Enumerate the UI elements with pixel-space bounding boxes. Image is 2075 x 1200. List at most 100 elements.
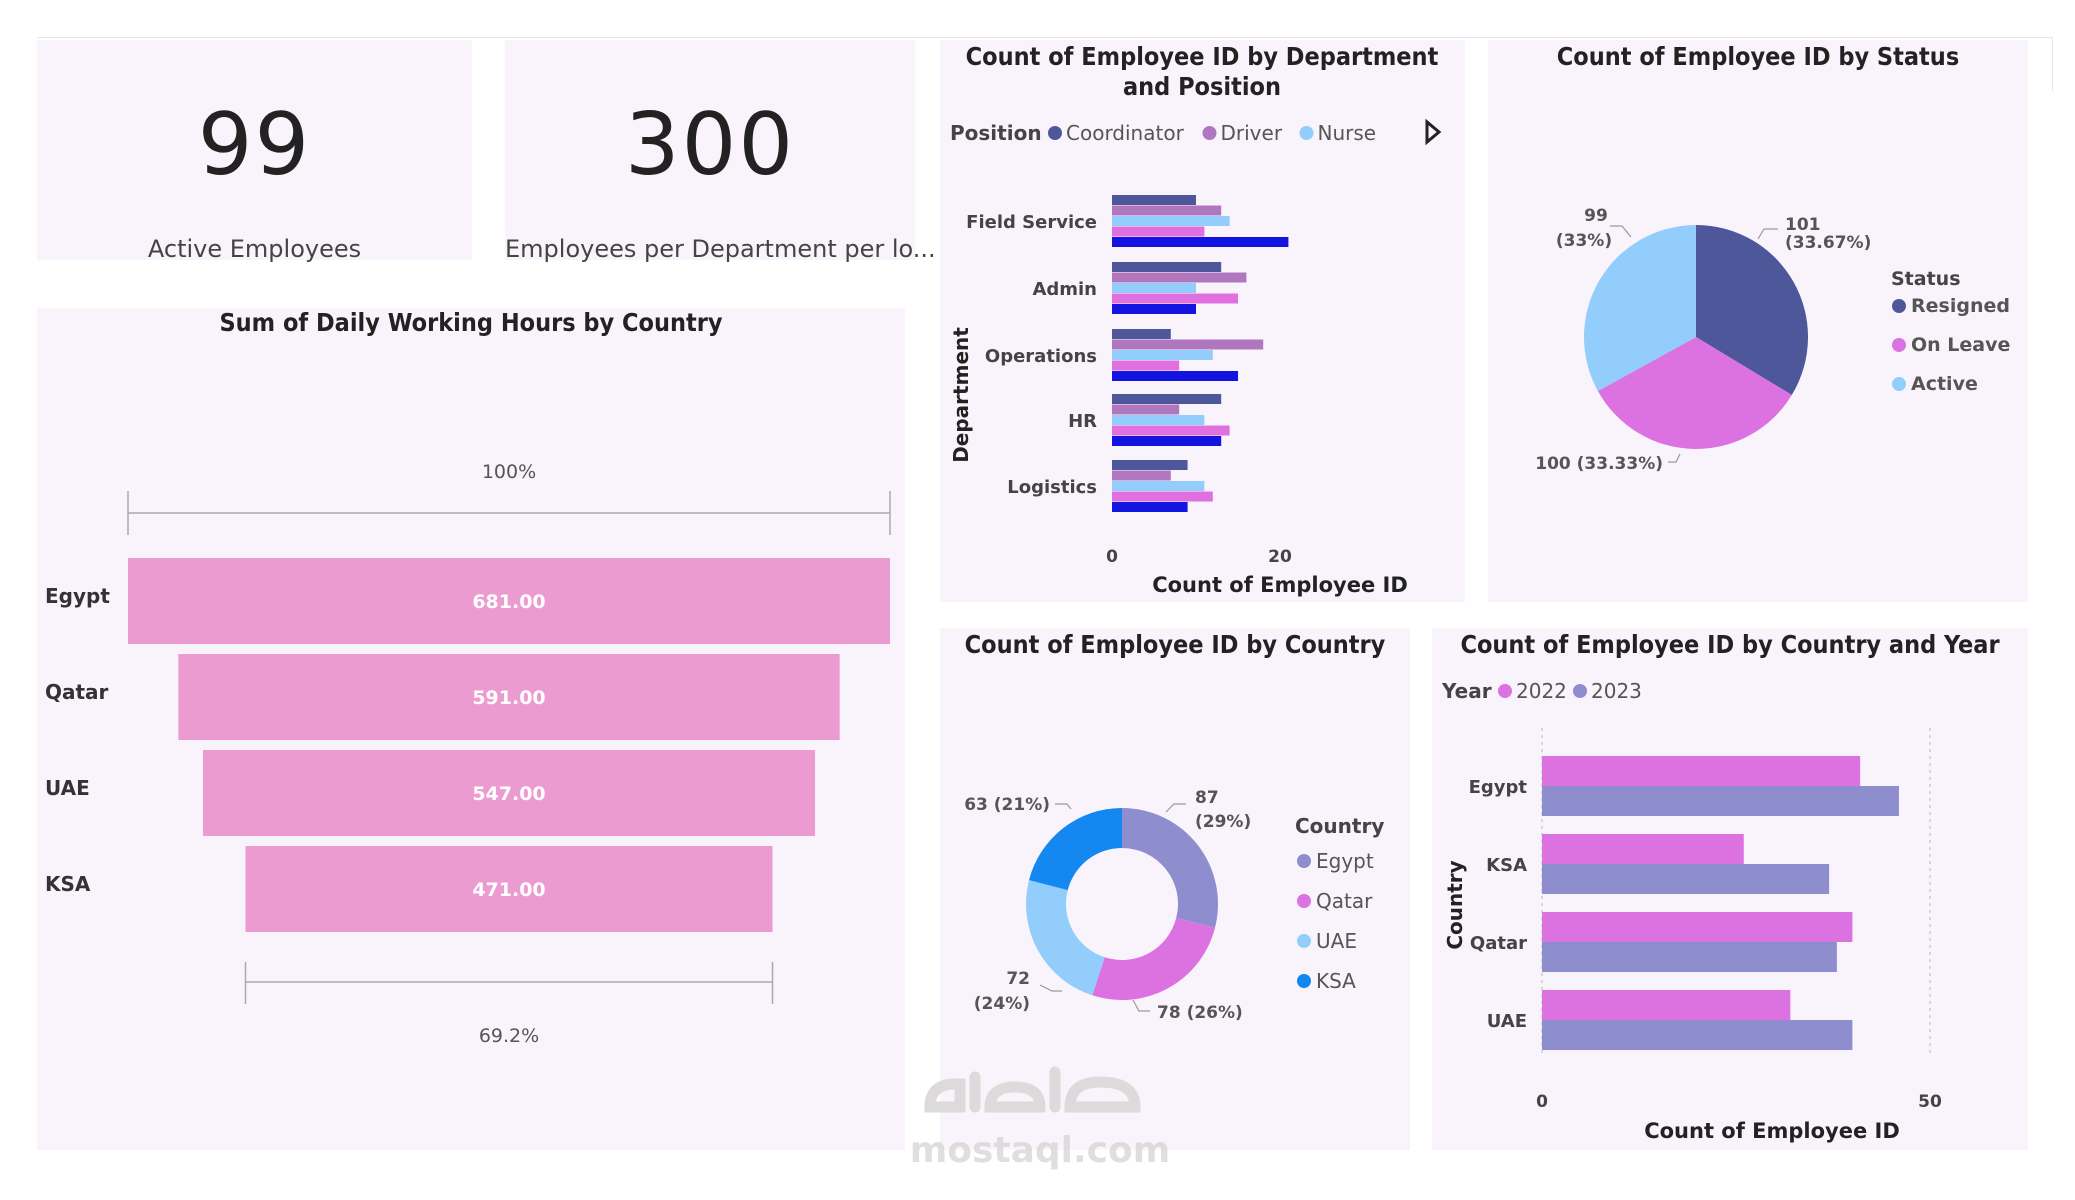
department-bar: [1112, 216, 1230, 226]
x-tick-label: 0: [1106, 547, 1118, 567]
donut-slice: [1092, 917, 1215, 1000]
department-bar: [1112, 404, 1180, 415]
country-year-bar: [1542, 834, 1744, 864]
status-pie-chart: 101(33.67%) 100 (33.33%) 99 (33%) Status Resi…: [1535, 206, 2010, 474]
bottom-percent-label: 69.2%: [479, 1025, 539, 1047]
kpi-card-active[interactable]: 99 Active Employees: [37, 40, 472, 263]
legend-label: On Leave: [1911, 334, 2010, 356]
legend-label: Egypt: [1316, 849, 1374, 873]
country-year-chart: Year 2022 2023 Egypt KSA Qatar UAE 0 50 Count of …: [1441, 679, 1942, 1143]
country-donut-chart: 87 (29%) 78 (26%) 72 (24%) 63 (21%) Country Egy…: [964, 788, 1384, 1023]
legend-label: Nurse: [1318, 121, 1377, 145]
leader-line: [1132, 999, 1150, 1012]
pie-slice: [1597, 337, 1792, 450]
chart-title: Count of Employee ID by Department and P…: [965, 42, 1439, 101]
kpi-card-department[interactable]: 300 Employees per Department per lo...: [505, 40, 936, 263]
data-label: (33%): [1556, 231, 1612, 251]
department-bar: [1112, 262, 1222, 272]
funnel-category-label: UAE: [45, 776, 90, 800]
donut-slice: [1029, 808, 1122, 891]
department-bar: [1112, 436, 1222, 446]
country-donut-panel[interactable]: Count of Employee ID by Country 87 (29%) 7…: [940, 628, 1410, 1150]
department-label: Operations: [985, 346, 1097, 367]
funnel-bar: [178, 654, 840, 740]
funnel-value-label: 547.00: [472, 783, 545, 805]
leader-line: [1039, 984, 1062, 992]
legend-marker: [1573, 684, 1587, 698]
kpi-label: Active Employees: [147, 235, 362, 263]
legend-marker: [1892, 299, 1906, 313]
legend-label: 2023: [1591, 679, 1642, 703]
country-year-bar: [1542, 864, 1830, 894]
department-bar: [1112, 272, 1247, 283]
country-year-bar: [1542, 990, 1791, 1020]
legend-marker: [1498, 684, 1512, 698]
data-label: (33.67%): [1785, 233, 1871, 253]
data-label: 63 (21%): [964, 795, 1050, 815]
leader-line: [1610, 225, 1632, 238]
data-label: 87: [1195, 788, 1219, 808]
country-year-bar: [1542, 756, 1861, 786]
department-label: Field Service: [966, 212, 1097, 233]
data-label: (24%): [974, 994, 1030, 1014]
legend-next-arrow-icon: [1425, 118, 1442, 146]
country-year-panel[interactable]: Count of Employee ID by Country and Year…: [1432, 628, 2028, 1150]
funnel-bar: [245, 846, 773, 932]
country-year-bar: [1542, 1020, 1853, 1050]
y-axis-label: Country: [1443, 860, 1467, 949]
watermark-logo-icon: [924, 1066, 1141, 1113]
donut-slice: [1026, 880, 1105, 996]
department-bar: [1112, 226, 1205, 237]
funnel-chart: 100% 681.00 Egypt 591.00 Qatar 547.00 UAE 471.0…: [45, 461, 891, 1047]
department-bar: [1112, 304, 1196, 314]
department-chart: Position Coordinator Driver Nurse Field Serv…: [949, 118, 1442, 597]
data-label: (29%): [1195, 812, 1251, 832]
department-chart-panel[interactable]: Count of Employee ID by Department and P…: [940, 40, 1465, 602]
country-label: UAE: [1487, 1011, 1527, 1032]
legend-marker: [1297, 894, 1311, 908]
kpi-value: 99: [197, 95, 312, 195]
funnel-value-label: 471.00: [472, 879, 545, 901]
department-bar: [1112, 205, 1222, 216]
department-bar: [1112, 339, 1264, 350]
chart-title: Sum of Daily Working Hours by Country: [219, 308, 723, 337]
country-year-bar: [1542, 942, 1837, 972]
department-label: Logistics: [1007, 477, 1097, 498]
legend-label: 2022: [1516, 679, 1567, 703]
x-axis-label: Count of Employee ID: [1644, 1119, 1900, 1143]
chart-title: Count of Employee ID by Country and Year: [1460, 630, 2000, 659]
department-bar: [1112, 481, 1205, 491]
legend-marker: [1297, 854, 1311, 868]
status-chart-panel[interactable]: Count of Employee ID by Status 101 (33.67…: [1488, 40, 2028, 602]
funnel-bar: [128, 558, 890, 644]
chart-title: Count of Employee ID by Status: [1556, 42, 1960, 71]
watermark-text: mostaql.com: [909, 1130, 1171, 1171]
pie-slice: [1696, 225, 1808, 396]
department-bar: [1112, 195, 1196, 205]
legend-marker: [1202, 126, 1217, 140]
department-bar: [1112, 329, 1171, 339]
funnel-value-label: 591.00: [472, 687, 545, 709]
country-year-bar: [1542, 786, 1899, 816]
legend-label: Active: [1911, 373, 1978, 395]
department-bar: [1112, 491, 1213, 502]
department-bar: [1112, 360, 1180, 371]
department-bar: [1112, 371, 1238, 381]
department-bar: [1112, 425, 1230, 436]
department-bar: [1112, 293, 1238, 304]
department-bar: [1112, 502, 1188, 512]
legend-label: Driver: [1221, 121, 1283, 145]
legend-label: KSA: [1316, 969, 1356, 993]
right-divider: [2052, 37, 2053, 91]
funnel-category-label: KSA: [45, 872, 91, 896]
department-bar: [1112, 415, 1205, 425]
funnel-chart-panel[interactable]: Sum of Daily Working Hours by Country 10…: [37, 308, 905, 1150]
chart-title: Count of Employee ID by Country: [964, 630, 1386, 659]
data-label: 78 (26%): [1157, 1003, 1243, 1023]
department-label: HR: [1068, 411, 1097, 432]
x-tick-label: 50: [1918, 1092, 1942, 1112]
kpi-label: Employees per Department per lo...: [505, 235, 936, 263]
department-bar: [1112, 470, 1171, 481]
legend-title: Status: [1891, 268, 1961, 290]
x-tick-label: 0: [1536, 1092, 1548, 1112]
